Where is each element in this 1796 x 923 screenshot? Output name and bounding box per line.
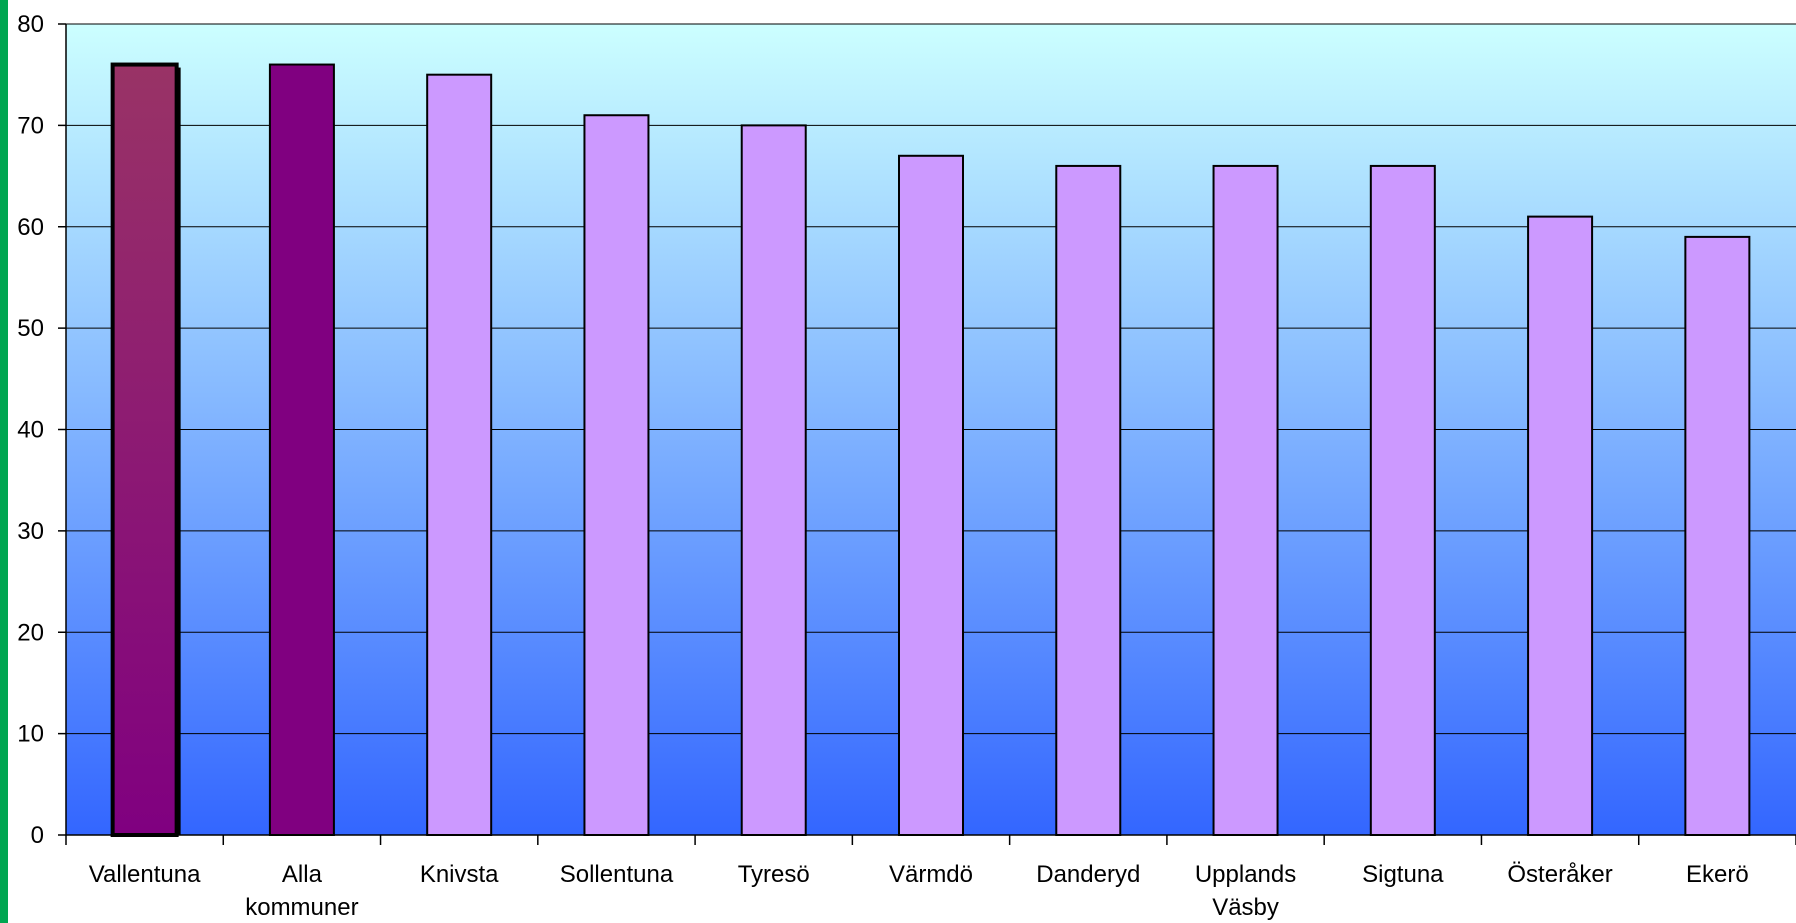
- x-tick-label: Alla: [282, 861, 323, 888]
- x-tick-label: Österåker: [1507, 861, 1612, 888]
- bar: [1369, 164, 1436, 837]
- y-tick-label: 80: [17, 11, 44, 38]
- x-tick-label: Värmdö: [889, 861, 973, 888]
- y-tick-label: 70: [17, 112, 44, 139]
- x-tick-label: Sigtuna: [1362, 861, 1444, 888]
- bar: [740, 124, 807, 836]
- bar: [583, 114, 650, 837]
- bar: [110, 62, 179, 838]
- gridlines: [66, 23, 1796, 735]
- bar: [1055, 164, 1122, 837]
- y-tick-labels: 0 10 20 30 40 50 60 70 80: [17, 11, 44, 849]
- bar: [268, 63, 335, 837]
- x-tick-labels: Vallentuna Alla kommuner Knivsta Sollentuna T…: [89, 861, 1749, 921]
- y-tick-label: 60: [17, 214, 44, 241]
- x-tick-label: Ekerö: [1686, 861, 1749, 888]
- x-tick-label: Knivsta: [420, 861, 499, 888]
- y-tick-label: 40: [17, 417, 44, 444]
- x-tick-label: Danderyd: [1036, 861, 1140, 888]
- x-tick-label: Sollentuna: [560, 861, 674, 888]
- x-tick-label: Upplands: [1195, 861, 1296, 888]
- x-tick-label: Tyresö: [738, 861, 810, 888]
- bar: [1684, 235, 1751, 836]
- x-tick-label: kommuner: [245, 894, 358, 921]
- y-tick-label: 10: [17, 721, 44, 748]
- y-tick-label: 0: [31, 822, 44, 849]
- bar: [1527, 215, 1594, 837]
- y-tick-label: 50: [17, 315, 44, 342]
- bar: [426, 73, 493, 836]
- bar: [1212, 164, 1279, 837]
- x-tick-label: Väsby: [1212, 894, 1279, 921]
- y-tick-label: 30: [17, 518, 44, 545]
- bar: [898, 154, 964, 837]
- axes: [58, 23, 1796, 845]
- x-tick-label: Vallentuna: [89, 861, 201, 888]
- left-accent-bar: [0, 0, 8, 923]
- y-tick-label: 20: [17, 619, 44, 646]
